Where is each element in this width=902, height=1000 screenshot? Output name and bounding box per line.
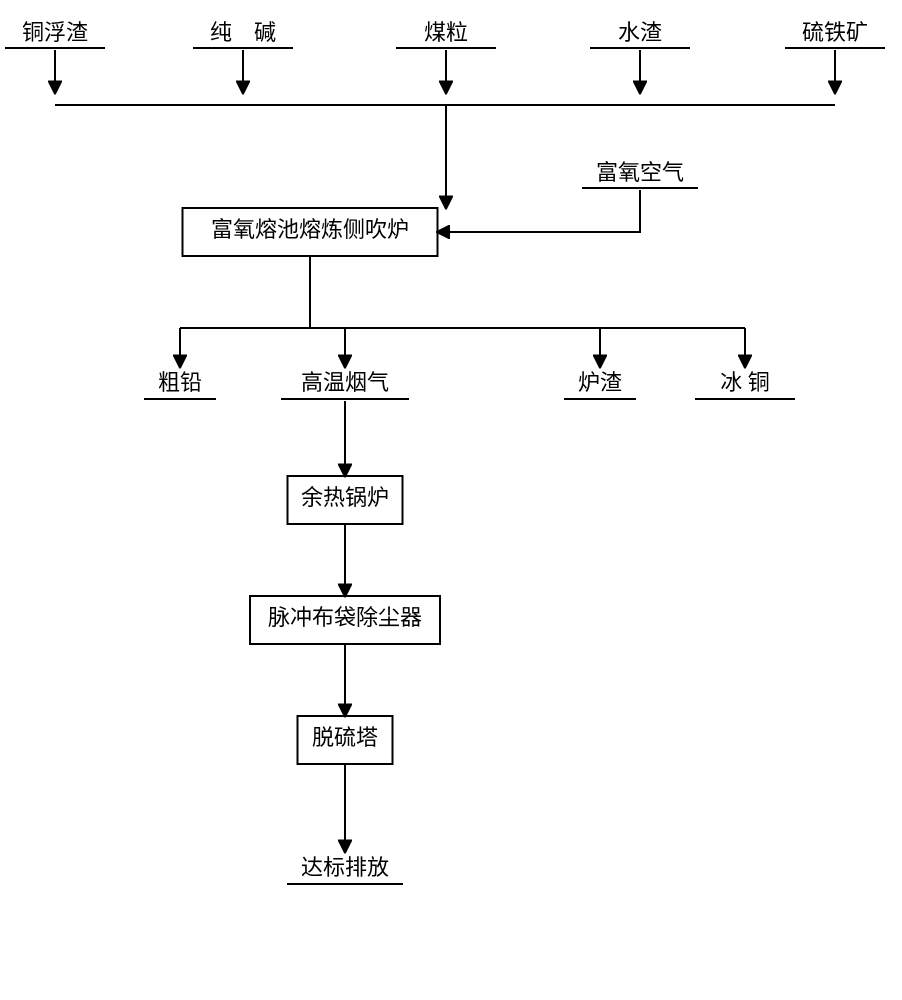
input-label-in5: 硫铁矿 (802, 20, 868, 45)
edge-layer (55, 50, 835, 852)
process-flow-diagram: 铜浮渣 纯 碱 煤粒 水渣 硫铁矿富氧熔池熔炼侧吹炉 富氧空气粗铅 高温烟气 炉渣 冰 铜余热锅… (0, 0, 902, 1000)
oxygen-air-label: 富氧空气 (596, 160, 684, 185)
output-label-o4: 冰 铜 (720, 370, 770, 395)
input-label-in3: 煤粒 (424, 20, 468, 45)
final-label: 达标排放 (301, 855, 389, 880)
output-label-o2: 高温烟气 (301, 370, 389, 395)
furnace-label: 富氧熔池熔炼侧吹炉 (211, 217, 409, 242)
input-label-in1: 铜浮渣 (22, 20, 88, 45)
output-label-o3: 炉渣 (578, 370, 622, 395)
bagfilter-label: 脉冲布袋除尘器 (268, 605, 422, 630)
output-label-o1: 粗铅 (158, 370, 202, 395)
input-label-in4: 水渣 (618, 20, 662, 45)
oxygen-to-furnace (438, 190, 641, 232)
input-label-in2: 纯 碱 (210, 20, 276, 45)
tower-label: 脱硫塔 (312, 725, 378, 750)
boiler-label: 余热锅炉 (301, 485, 389, 510)
